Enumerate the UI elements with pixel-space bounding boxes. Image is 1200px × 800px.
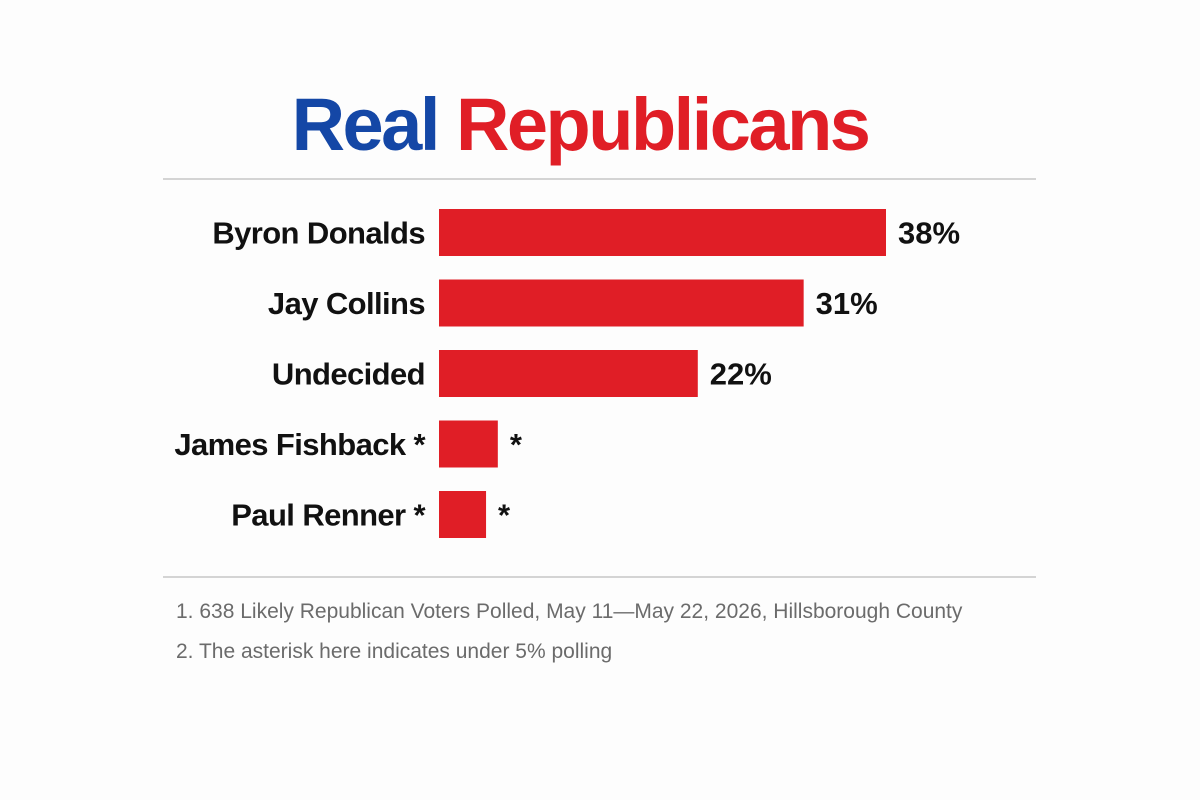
bar-jay-collins: [439, 279, 804, 327]
value-label-byron-donalds: 38%: [898, 216, 960, 251]
bar-byron-donalds: [439, 209, 886, 256]
bar-james-fishback: [439, 420, 498, 468]
category-label-paul-renner: Paul Renner *: [231, 498, 426, 533]
chart-title-part2: Republicans: [455, 83, 871, 166]
category-label-undecided: Undecided: [272, 357, 425, 392]
chart-title-part1: Real: [291, 83, 441, 166]
footnote-2: 2. The asterisk here indicates under 5% …: [176, 640, 613, 663]
category-label-byron-donalds: Byron Donalds: [212, 216, 425, 251]
chart-title: Real Republicans: [0, 88, 1160, 162]
value-label-james-fishback: *: [510, 427, 523, 462]
bottom-divider: [163, 576, 1036, 578]
footnote-1: 1. 638 Likely Republican Voters Polled, …: [176, 600, 963, 623]
bar-undecided: [439, 350, 698, 397]
top-divider: [163, 178, 1036, 180]
value-label-paul-renner: *: [498, 498, 511, 533]
value-label-jay-collins: 31%: [816, 286, 878, 321]
category-label-james-fishback: James Fishback *: [174, 427, 426, 462]
bar-paul-renner: [439, 491, 487, 538]
category-label-jay-collins: Jay Collins: [268, 286, 425, 321]
footnotes: 1. 638 Likely Republican Voters Polled, …: [176, 598, 962, 678]
value-label-undecided: 22%: [710, 357, 772, 392]
